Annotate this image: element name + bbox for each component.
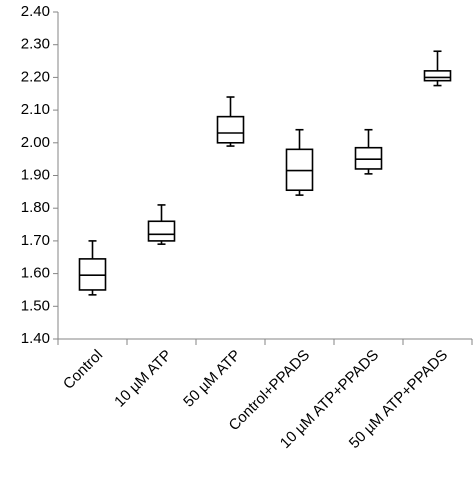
box (147, 220, 176, 242)
box (423, 70, 452, 82)
y-tick-label: 1.90 (21, 166, 50, 183)
x-tick-label: Control (60, 347, 106, 393)
box (216, 115, 245, 144)
y-tick-label: 1.60 (21, 265, 50, 282)
x-tick-label: 50 µM ATP (180, 347, 244, 411)
x-tick-label: 10 µM ATP (111, 347, 175, 411)
y-tick-label: 2.30 (21, 36, 50, 53)
y-tick-label: 1.80 (21, 199, 50, 216)
box (285, 148, 314, 192)
box (78, 258, 107, 291)
y-tick-label: 2.20 (21, 68, 50, 85)
y-tick-label: 2.10 (21, 101, 50, 118)
y-tick-label: 1.70 (21, 232, 50, 249)
y-tick-label: 2.00 (21, 134, 50, 151)
box (354, 146, 383, 170)
y-tick-label: 1.50 (21, 297, 50, 314)
y-tick-label: 2.40 (21, 3, 50, 20)
y-tick-label: 1.40 (21, 330, 50, 347)
